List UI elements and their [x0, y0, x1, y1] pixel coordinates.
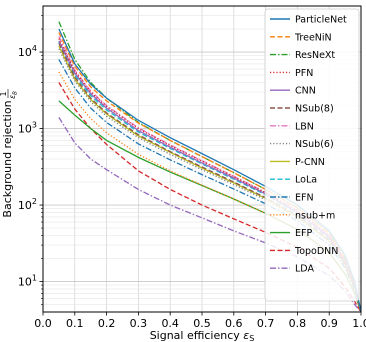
- x-tick-label: 1.0: [352, 317, 366, 330]
- legend-label-topodnn: TopoDNN: [294, 246, 338, 257]
- y-tick-label: 103: [18, 121, 37, 136]
- legend-frame: [264, 8, 360, 302]
- y-axis-label-frac-den: εB: [8, 91, 19, 99]
- x-tick-label: 0.6: [225, 317, 243, 330]
- legend-label-nsub-m: nsub+m: [295, 210, 335, 221]
- legend-label-treenin: TreeNiN: [294, 32, 332, 43]
- y-axis-label-frac-num: 1: [0, 91, 8, 96]
- legend-label-lda: LDA: [295, 264, 314, 275]
- legend-label-particlenet: ParticleNet: [295, 15, 347, 26]
- x-tick-label: 0.4: [161, 317, 179, 330]
- y-tick-label: 102: [18, 197, 37, 212]
- legend-label-lbn: LBN: [295, 121, 314, 132]
- legend: ParticleNet TreeNiN ResNeXt PFN CNN NSub(8) LB…: [264, 8, 360, 302]
- legend-label-lola: LoLa: [295, 175, 317, 186]
- axis-ticks: 0.0 0.1 0.2 0.3 0.4 0.5 0.6 0.7 0.8 0.9 1.0 101 102 1…: [18, 15, 366, 330]
- y-axis-label: Background rejection 1 εB: [0, 89, 19, 218]
- legend-label-resnext: ResNeXt: [295, 50, 335, 61]
- y-axis-label-text: Background rejection: [1, 100, 14, 217]
- legend-label-pfn: PFN: [295, 68, 313, 79]
- legend-label-efn: EFN: [295, 193, 314, 204]
- x-tick-label: 0.5: [193, 317, 211, 330]
- series-line-lola: [58, 41, 361, 312]
- y-tick-label: 101: [18, 274, 37, 289]
- legend-label-nsub-8-: NSub(8): [295, 104, 334, 115]
- x-tick-label: 0.0: [34, 317, 52, 330]
- legend-label-nsub-6-: NSub(6): [295, 139, 334, 150]
- x-tick-label: 0.2: [98, 317, 116, 330]
- x-tick-label: 0.9: [320, 317, 338, 330]
- legend-label-cnn: CNN: [295, 86, 316, 97]
- y-tick-label: 104: [18, 44, 37, 59]
- x-tick-label: 0.1: [66, 317, 84, 330]
- series-line-pfn: [58, 38, 361, 312]
- x-tick-label: 0.8: [289, 317, 307, 330]
- x-tick-label: 0.3: [130, 317, 148, 330]
- legend-label-efp: EFP: [295, 228, 312, 239]
- legend-label-p-cnn: P-CNN: [295, 157, 325, 168]
- series-line-nsub-8-: [58, 43, 361, 312]
- x-tick-label: 0.7: [257, 317, 275, 330]
- x-axis-label: Signal efficiency εS: [150, 329, 255, 342]
